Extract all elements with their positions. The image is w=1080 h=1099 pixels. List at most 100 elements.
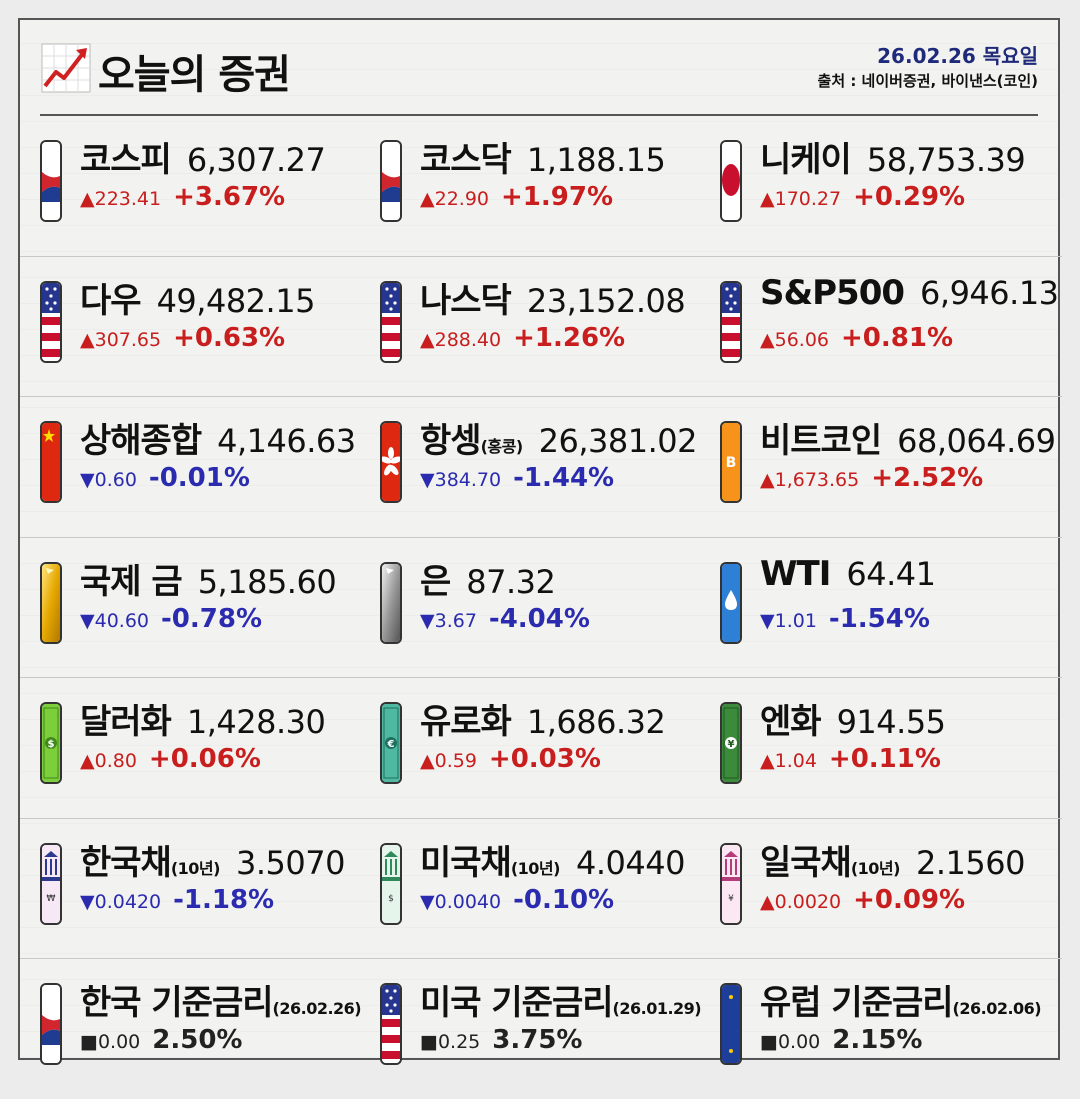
item-header: 코스피 6,307.27 (80, 132, 326, 181)
item-value: 87.32 (466, 562, 556, 601)
item-change-line: ■0.00 2.50% (80, 1025, 242, 1055)
china-flag-icon (40, 421, 62, 503)
item-change-line: ▲170.27 +0.29% (760, 182, 965, 212)
item-header: 일국채(10년) 2.1560 (760, 835, 1025, 884)
korea-flag-icon (380, 140, 402, 222)
market-item: $ 달러화 1,428.30 ▲0.80 +0.06% (40, 678, 380, 818)
change-value: ▼0.60 (80, 469, 137, 491)
item-subtitle: (홍콩) (480, 437, 524, 456)
market-row: 상해종합 4,146.63 ▼0.60 -0.01% 항셍(홍콩) 26,381.02 ▼3… (20, 397, 1062, 538)
svg-text:$: $ (48, 739, 55, 750)
item-name: 국제 금 (80, 561, 183, 602)
item-header: 항셍(홍콩) 26,381.02 (420, 413, 698, 462)
change-value: ▼0.0040 (420, 890, 502, 913)
item-name: 코스닥 (420, 140, 512, 180)
item-name: 비트코인 (760, 421, 882, 461)
market-item: S&P500 6,946.13 ▲56.06 +0.81% (720, 257, 1060, 397)
change-value: ■0.25 (420, 1031, 481, 1053)
change-value: ▲0.0020 (760, 890, 842, 913)
change-percent: +1.26% (513, 322, 626, 353)
change-percent: +0.06% (148, 744, 261, 774)
header: 오늘의 증권 26.02.26 목요일 출처 : 네이버증권, 바이낸스(코인) (40, 38, 1038, 116)
oil-drop-icon (720, 561, 742, 644)
item-change-line: ▲22.90 +1.97% (420, 182, 613, 212)
svg-text:₩: ₩ (47, 894, 56, 904)
korea-flag-icon (40, 983, 62, 1065)
change-percent: +0.63% (173, 322, 286, 353)
us-bond-icon: $ (380, 842, 402, 925)
market-item: 코스닥 1,188.15 ▲22.90 +1.97% (380, 116, 720, 256)
change-value: ▼1.01 (760, 609, 817, 632)
change-percent: +0.29% (853, 182, 966, 212)
item-subtitle: (10년) (850, 858, 901, 878)
change-value: ▼384.70 (420, 469, 502, 491)
market-item: WTI 64.41 ▼1.01 -1.54% (720, 538, 1060, 678)
usa-flag-icon (720, 280, 742, 363)
market-row: 다우 49,482.15 ▲307.65 +0.63% 나스닥 23,152.08 ▲288… (20, 257, 1062, 397)
euro-bill-icon: € (380, 702, 402, 784)
item-header: 달러화 1,428.30 (80, 694, 326, 743)
item-header: 미국 기준금리(26.01.29) (420, 975, 702, 1024)
item-name: 한국 기준금리 (80, 983, 274, 1023)
change-percent: -4.04% (488, 603, 590, 634)
item-value: 2.1560 (915, 843, 1025, 882)
change-percent: +2.52% (871, 463, 984, 493)
korea-bond-icon: ₩ (40, 842, 62, 925)
eu-flag-icon (720, 983, 742, 1065)
item-header: 니케이 58,753.39 (760, 132, 1026, 181)
item-change-line: ▲1,673.65 +2.52% (760, 463, 983, 493)
market-item: ¥ 일국채(10년) 2.1560 ▲0.0020 +0.09% (720, 819, 1060, 959)
item-header: 상해종합 4,146.63 (80, 413, 356, 462)
market-item: 니케이 58,753.39 ▲170.27 +0.29% (720, 116, 1060, 256)
usa-flag-icon (380, 983, 402, 1065)
yen-bill-icon: ¥ (720, 702, 742, 784)
item-name: S&P500 (760, 272, 905, 313)
item-change-line: ▲0.80 +0.06% (80, 744, 261, 774)
item-change-line: ■0.00 2.15% (760, 1025, 922, 1055)
date-label: 26.02.26 목요일 (877, 44, 1038, 68)
item-value: 26,381.02 (538, 422, 698, 460)
item-change-line: ▲56.06 +0.81% (760, 323, 953, 353)
item-change-line: ▲0.59 +0.03% (420, 744, 601, 774)
market-item: B 비트코인 68,064.69 ▲1,673.65 +2.52% (720, 397, 1060, 537)
market-row: ₩ 한국채(10년) 3.5070 ▼0.0420 -1.18% $ 미국채(10년) 4.0… (20, 819, 1062, 959)
svg-text:B: B (726, 455, 737, 471)
market-item: 상해종합 4,146.63 ▼0.60 -0.01% (40, 397, 380, 537)
item-header: 엔화 914.55 (760, 694, 946, 743)
item-name: 나스닥 (420, 280, 512, 321)
market-row: $ 달러화 1,428.30 ▲0.80 +0.06% € 유로화 1,686.32 ▲0.59… (20, 678, 1062, 819)
market-row: 국제 금 5,185.60 ▼40.60 -0.78% 은 87.32 ▼3.67 -4.04… (20, 538, 1062, 678)
item-header: 유로화 1,686.32 (420, 694, 666, 743)
change-percent: -1.44% (513, 463, 615, 493)
item-value: 6,946.13 (920, 273, 1059, 312)
change-percent: +1.97% (501, 182, 614, 212)
change-percent: 2.50% (152, 1025, 243, 1055)
market-item: 미국 기준금리(26.01.29) ■0.25 3.75% (380, 959, 720, 1099)
japan-flag-icon (720, 140, 742, 222)
market-item: ₩ 한국채(10년) 3.5070 ▼0.0420 -1.18% (40, 819, 380, 959)
change-percent: -0.10% (513, 884, 615, 915)
item-change-line: ▼40.60 -0.78% (80, 604, 262, 634)
item-name: 유럽 기준금리 (760, 983, 954, 1023)
item-name: 한국채 (80, 842, 172, 883)
gold-bar-icon (40, 561, 62, 644)
item-name: 미국채 (420, 842, 512, 883)
item-name: 엔화 (760, 702, 822, 742)
item-name: 코스피 (80, 140, 172, 180)
item-name: 달러화 (80, 702, 172, 742)
change-percent: -1.54% (828, 603, 930, 634)
market-item: 코스피 6,307.27 ▲223.41 +3.67% (40, 116, 380, 256)
item-change-line: ▼0.0420 -1.18% (80, 885, 274, 915)
item-change-line: ■0.25 3.75% (420, 1025, 582, 1055)
item-value: 6,307.27 (186, 141, 326, 179)
item-name: 미국 기준금리 (420, 983, 614, 1023)
change-value: ▲307.65 (80, 328, 162, 351)
item-name: 은 (420, 561, 451, 602)
item-header: S&P500 6,946.13 (760, 273, 1059, 313)
item-value: 4,146.63 (217, 422, 356, 460)
svg-text:¥: ¥ (728, 739, 735, 750)
change-percent: 2.15% (832, 1025, 923, 1055)
change-percent: -1.18% (173, 884, 275, 915)
page-card: 오늘의 증권 26.02.26 목요일 출처 : 네이버증권, 바이낸스(코인)… (18, 18, 1062, 1065)
item-header: WTI 64.41 (760, 554, 936, 594)
